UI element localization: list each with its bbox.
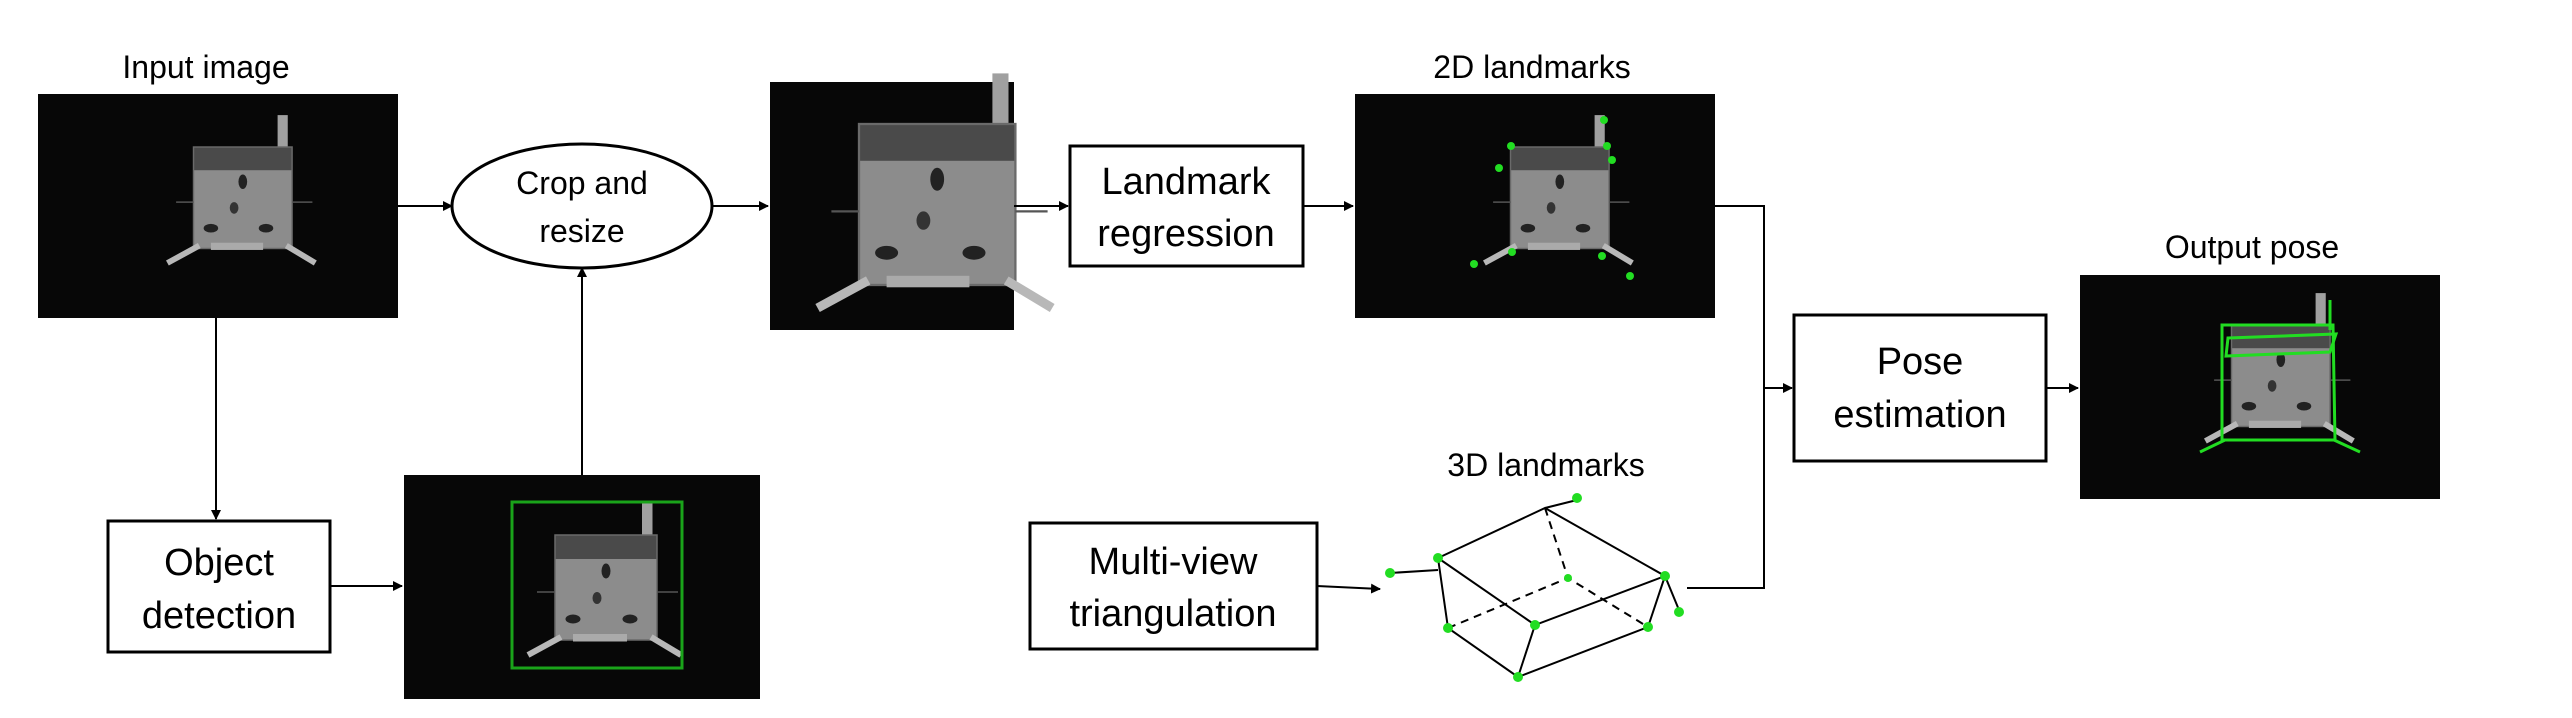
object-detection-line1: Object	[164, 542, 274, 584]
crop-resize-line1: Crop and	[516, 165, 648, 201]
pose-estimation-line1: Pose	[1877, 341, 1964, 383]
crop-resize-oval: Crop and resize	[450, 142, 714, 270]
pose-estimation-box: Pose estimation	[1792, 313, 2048, 463]
output-pose-image-panel	[2080, 275, 2440, 499]
multiview-triangulation-line1: Multi-view	[1089, 541, 1258, 583]
landmark-regression-box: Landmark regression	[1068, 144, 1305, 268]
input-image-panel	[38, 94, 398, 318]
pose-estimation-line2: estimation	[1833, 394, 2006, 436]
detection-image-panel	[404, 475, 760, 699]
input-image-label: Input image	[122, 49, 289, 85]
object-detection-line2: detection	[142, 595, 296, 637]
landmark-regression-line1: Landmark	[1102, 161, 1272, 203]
crop-resize-line2: resize	[539, 213, 624, 249]
landmarks-2d-image-panel	[1355, 94, 1715, 318]
landmarks-3d-label: 3D landmarks	[1447, 447, 1644, 483]
output-pose-label: Output pose	[2165, 229, 2339, 265]
cropped-image-panel	[770, 73, 1052, 330]
landmarks-2d-label: 2D landmarks	[1433, 49, 1630, 85]
landmarks-3d-wireframe	[1385, 493, 1684, 682]
landmark-regression-line2: regression	[1097, 213, 1274, 255]
detection-bounding-box	[510, 500, 684, 670]
connectors	[211, 201, 2079, 594]
object-detection-box: Object detection	[106, 519, 332, 654]
multiview-triangulation-line2: triangulation	[1069, 593, 1276, 635]
multiview-triangulation-box: Multi-view triangulation	[1028, 521, 1319, 651]
